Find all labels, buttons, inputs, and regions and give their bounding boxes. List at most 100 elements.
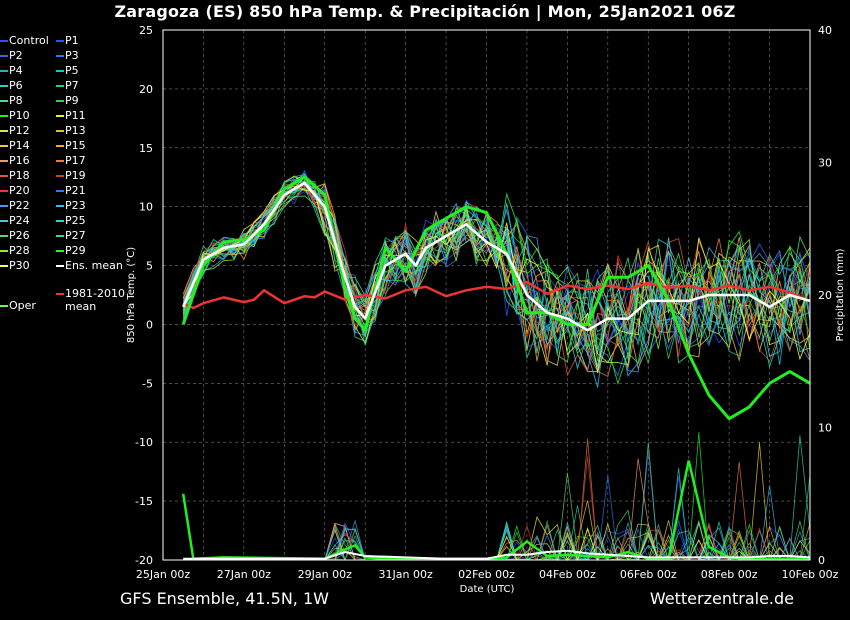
- legend-swatch: [0, 205, 8, 207]
- legend-swatch: [0, 220, 8, 222]
- legend-label: Control: [9, 34, 49, 47]
- x-tick-label: 04Feb 00z: [539, 568, 596, 581]
- legend-swatch: [56, 40, 64, 42]
- legend-item-p14: P14: [0, 139, 30, 153]
- legend-label: P30: [9, 259, 30, 272]
- source-credit: Wetterzentrale.de: [649, 589, 794, 608]
- legend-label: P11: [65, 109, 86, 122]
- y-tick-label: 15: [139, 142, 153, 155]
- member-precip-p16: [183, 458, 810, 561]
- legend-label: P7: [65, 79, 79, 92]
- legend-swatch: [56, 265, 64, 267]
- precipitation-lines: [181, 460, 811, 560]
- legend-swatch: [0, 250, 8, 252]
- legend-swatch: [56, 190, 64, 192]
- legend-swatch: [56, 205, 64, 207]
- legend-item-p13: P13: [56, 124, 86, 138]
- y-tick-label: 0: [146, 318, 153, 331]
- legend-swatch: [56, 145, 64, 147]
- legend-swatch: [56, 85, 64, 87]
- legend-item-p25: P25: [56, 214, 86, 228]
- legend-swatch: [0, 235, 8, 237]
- x-tick-label: 06Feb 00z: [620, 568, 677, 581]
- legend-item-p18: P18: [0, 169, 30, 183]
- legend-swatch: [56, 70, 64, 72]
- y-tick-label: -10: [135, 436, 153, 449]
- legend-label: P2: [9, 49, 23, 62]
- legend-label: P13: [65, 124, 86, 137]
- legend-label: P25: [65, 214, 86, 227]
- y2-tick-label: 30: [818, 157, 832, 170]
- legend-label: Oper: [9, 299, 36, 312]
- legend-label: P16: [9, 154, 30, 167]
- legend-item-p7: P7: [56, 79, 79, 93]
- y-tick-label: -5: [142, 377, 153, 390]
- legend-label: Ens. mean: [65, 259, 123, 272]
- legend-label: P19: [65, 169, 86, 182]
- member-precip-p21: [183, 522, 810, 561]
- legend-item-p6: P6: [0, 79, 23, 93]
- y2-tick-label: 40: [818, 24, 832, 37]
- legend-item-p28: P28: [0, 244, 30, 258]
- legend-label: P1: [65, 34, 79, 47]
- legend-label: 1981-2010: [65, 287, 125, 300]
- member-precip-p24: [183, 521, 810, 562]
- member-line-p29: [182, 175, 811, 385]
- legend-swatch: [0, 115, 8, 117]
- member-precip-p12: [183, 523, 811, 561]
- y-tick-label: 5: [146, 260, 153, 273]
- legend-label: P14: [9, 139, 30, 152]
- legend-label: P26: [9, 229, 30, 242]
- series-line-ens-mean: [182, 181, 811, 332]
- legend-item-p8: P8: [0, 94, 23, 108]
- member-precip-p17: [183, 438, 810, 561]
- legend-swatch: [56, 250, 64, 252]
- legend-swatch: [0, 305, 8, 307]
- y2-tick-label: 20: [818, 289, 832, 302]
- legend-label: P9: [65, 94, 79, 107]
- legend-label: P5: [65, 64, 79, 77]
- series-line-oper: [181, 175, 811, 421]
- series-line-1981-2010: [182, 280, 811, 310]
- legend-item-p16: P16: [0, 154, 30, 168]
- y-tick-label: 20: [139, 83, 153, 96]
- legend-item-p17: P17: [56, 154, 86, 168]
- legend-swatch: [0, 130, 8, 132]
- legend-item-p27: P27: [56, 229, 86, 243]
- legend-item-p30: P30: [0, 259, 30, 273]
- legend-swatch: [0, 40, 8, 42]
- legend-item-p26: P26: [0, 229, 30, 243]
- legend-label: P10: [9, 109, 30, 122]
- legend-item-p4: P4: [0, 64, 23, 78]
- x-tick-label: 31Jan 00z: [379, 568, 433, 581]
- plot-frame: [162, 29, 811, 561]
- legend-swatch: [0, 265, 8, 267]
- member-line-p19: [182, 178, 811, 362]
- legend-label: P29: [65, 244, 86, 257]
- legend-swatch: [0, 55, 8, 57]
- legend-label: P21: [65, 184, 86, 197]
- legend-swatch: [0, 160, 8, 162]
- tick-labels: 25 20 15 10 5 0 -5 -10 -15 -20 40 30 20 10 0 25Jan 00z 2…: [135, 24, 839, 581]
- legend-item-p24: P24: [0, 214, 30, 228]
- x-tick-label: 08Feb 00z: [701, 568, 758, 581]
- y-tick-label: 10: [139, 201, 153, 214]
- legend-swatch: [56, 293, 64, 295]
- y2-tick-label: 10: [818, 422, 832, 435]
- series-lines: [181, 175, 811, 421]
- legend-item-p29: P29: [56, 244, 86, 258]
- legend-label: P12: [9, 124, 30, 137]
- legend-label-line2: mean: [65, 300, 97, 313]
- legend-item-oper: Oper: [0, 299, 36, 313]
- legend-label: P18: [9, 169, 30, 182]
- legend-item-p1: P1: [56, 34, 79, 48]
- legend-swatch: [0, 70, 8, 72]
- plot-border: [162, 29, 811, 561]
- x-tick-label: 02Feb 00z: [458, 568, 515, 581]
- x-tick-label: 25Jan 00z: [136, 568, 190, 581]
- member-precip-p6: [183, 435, 811, 562]
- member-precip-p19: [183, 456, 810, 562]
- legend-swatch: [56, 115, 64, 117]
- legend-label: P4: [9, 64, 23, 77]
